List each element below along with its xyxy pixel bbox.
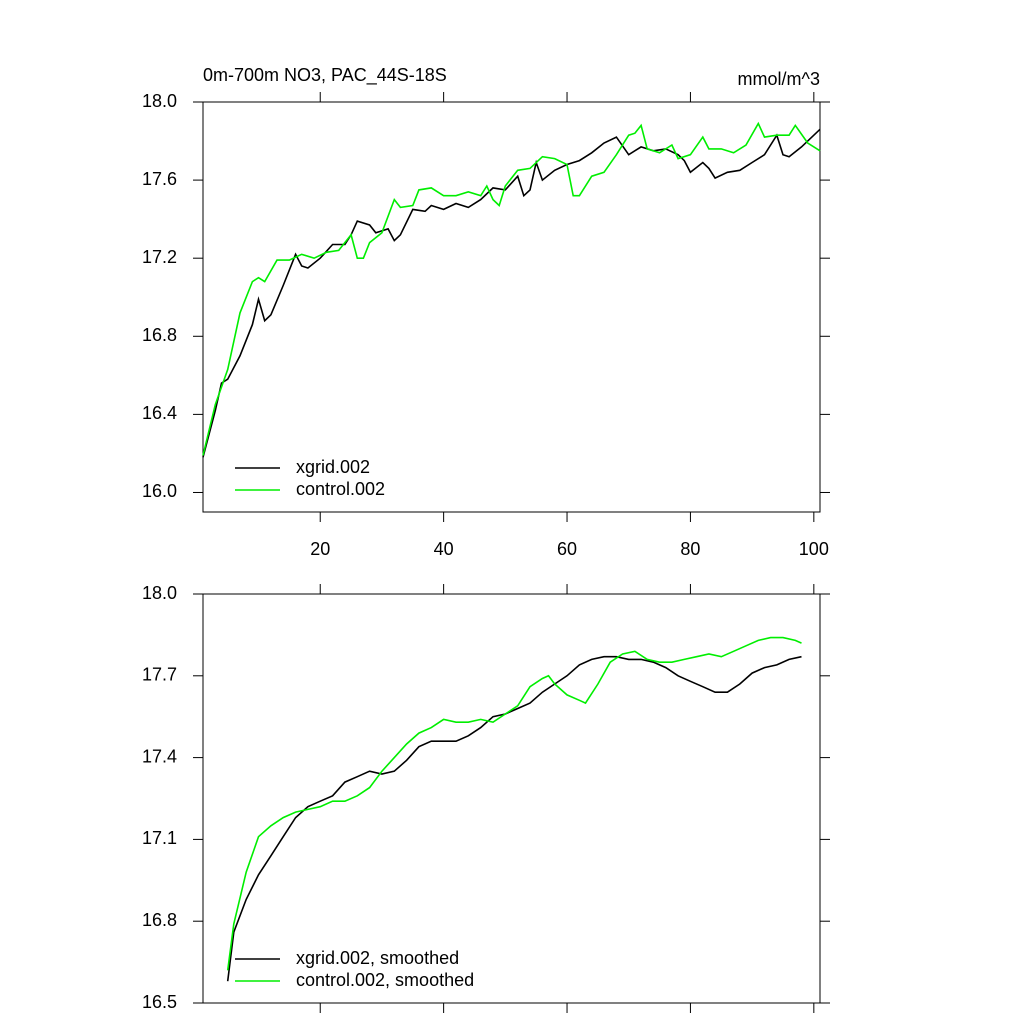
y-tick-label: 17.2 (142, 247, 177, 267)
x-tick-label: 20 (310, 539, 330, 559)
y-tick-label: 16.0 (142, 481, 177, 501)
data-line (226, 655, 802, 982)
x-tick-label: 40 (434, 539, 454, 559)
y-tick-label: 16.8 (142, 325, 177, 345)
legend-label: control.002 (296, 479, 385, 499)
data-line (226, 636, 802, 971)
y-tick-label: 17.7 (142, 665, 177, 685)
x-tick-label: 100 (799, 539, 829, 559)
units-label: mmol/m^3 (738, 69, 820, 89)
y-tick-label: 18.0 (142, 583, 177, 603)
y-tick-label: 16.5 (142, 992, 177, 1012)
y-tick-label: 17.1 (142, 828, 177, 848)
legend-label: control.002, smoothed (296, 970, 474, 990)
plot-frame (202, 593, 821, 1004)
plot-frame (202, 101, 821, 513)
x-tick-label: 60 (557, 539, 577, 559)
y-tick-label: 16.8 (142, 910, 177, 930)
y-tick-label: 18.0 (142, 91, 177, 111)
data-line (202, 121, 821, 456)
y-tick-label: 17.4 (142, 746, 177, 766)
y-tick-label: 17.6 (142, 169, 177, 189)
y-tick-label: 16.4 (142, 403, 177, 423)
x-tick-label: 80 (680, 539, 700, 559)
legend-label: xgrid.002, smoothed (296, 948, 459, 968)
legend-label: xgrid.002 (296, 457, 370, 477)
chart-title: 0m-700m NO3, PAC_44S-18S (203, 65, 447, 86)
